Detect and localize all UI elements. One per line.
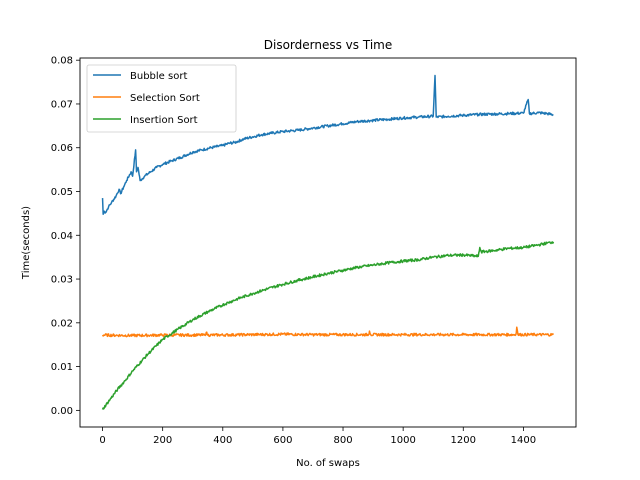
plot-frame bbox=[79, 57, 577, 428]
y-tick-label: 0.01 bbox=[51, 362, 73, 373]
y-axis: 0.00 0.01 0.02 0.03 0.04 0.05 0.06 0.07 0.08 bbox=[51, 56, 80, 417]
y-tick-label: 0.03 bbox=[51, 275, 73, 286]
chart-title: Disorderness vs Time bbox=[264, 38, 392, 52]
y-tick-label: 0.08 bbox=[51, 56, 73, 67]
series-line-0 bbox=[101, 74, 554, 216]
legend-label-1: Selection Sort bbox=[130, 93, 200, 104]
x-tick-label: 0 bbox=[99, 435, 105, 446]
y-axis-title: Time(seconds) bbox=[21, 206, 32, 280]
y-tick-label: 0.04 bbox=[51, 231, 73, 242]
x-tick-label: 1200 bbox=[451, 435, 476, 446]
legend-label-0: Bubble sort bbox=[130, 71, 187, 82]
x-tick-label: 800 bbox=[333, 435, 352, 446]
series-line-2 bbox=[101, 241, 555, 410]
x-tick-label: 1400 bbox=[511, 435, 536, 446]
y-tick-label: 0.05 bbox=[51, 187, 73, 198]
x-tick-label: 200 bbox=[153, 435, 172, 446]
legend-box bbox=[86, 64, 237, 133]
y-tick-label: 0.07 bbox=[51, 99, 73, 110]
x-axis-title: No. of swaps bbox=[296, 458, 360, 469]
y-tick-label: 0.06 bbox=[51, 143, 73, 154]
y-tick-label: 0.02 bbox=[51, 318, 73, 329]
series-group bbox=[101, 74, 555, 410]
x-axis: 0 200 400 600 800 1000 1200 1400 bbox=[99, 427, 536, 446]
y-tick-label: 0.00 bbox=[51, 406, 73, 417]
x-tick-label: 600 bbox=[273, 435, 292, 446]
legend: Bubble sort Selection Sort Insertion Sort bbox=[86, 64, 237, 133]
x-tick-label: 400 bbox=[213, 435, 232, 446]
legend-label-2: Insertion Sort bbox=[130, 115, 198, 126]
series-line-1 bbox=[101, 326, 555, 338]
x-tick-label: 1000 bbox=[390, 435, 415, 446]
